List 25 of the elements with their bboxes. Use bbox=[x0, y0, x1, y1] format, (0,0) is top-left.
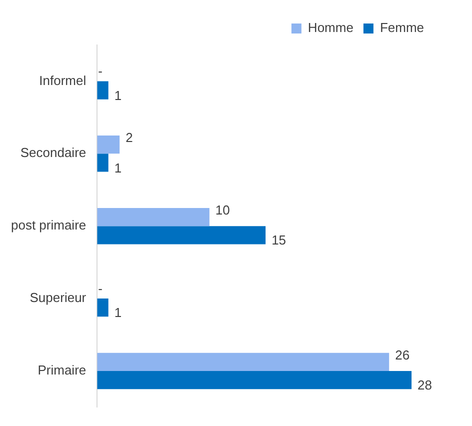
data-label: 26 bbox=[395, 348, 410, 363]
y-tick-label: Secondaire bbox=[20, 145, 86, 160]
data-label: 2 bbox=[126, 130, 133, 146]
y-tick-label: post primaire bbox=[10, 218, 86, 233]
legend-label: Homme bbox=[308, 20, 354, 36]
data-label: 1 bbox=[114, 88, 122, 103]
bar bbox=[97, 154, 108, 172]
y-tick-label: Superieur bbox=[30, 290, 87, 306]
bar bbox=[97, 81, 108, 100]
data-label: 10 bbox=[215, 202, 230, 218]
data-label: 1 bbox=[114, 160, 122, 176]
data-label: - bbox=[98, 281, 102, 296]
data-label: 1 bbox=[114, 305, 122, 320]
data-label: - bbox=[98, 64, 102, 79]
legend-label: Femme bbox=[380, 20, 424, 36]
bar bbox=[97, 370, 412, 390]
bar bbox=[97, 352, 390, 371]
y-tick-label: Informel bbox=[39, 72, 86, 88]
y-tick-label: Primaire bbox=[38, 362, 86, 378]
bar bbox=[97, 208, 210, 226]
data-label: 28 bbox=[418, 378, 432, 393]
data-label: 15 bbox=[272, 232, 286, 248]
bar bbox=[97, 226, 266, 244]
bar bbox=[97, 136, 120, 154]
bar bbox=[97, 298, 108, 317]
